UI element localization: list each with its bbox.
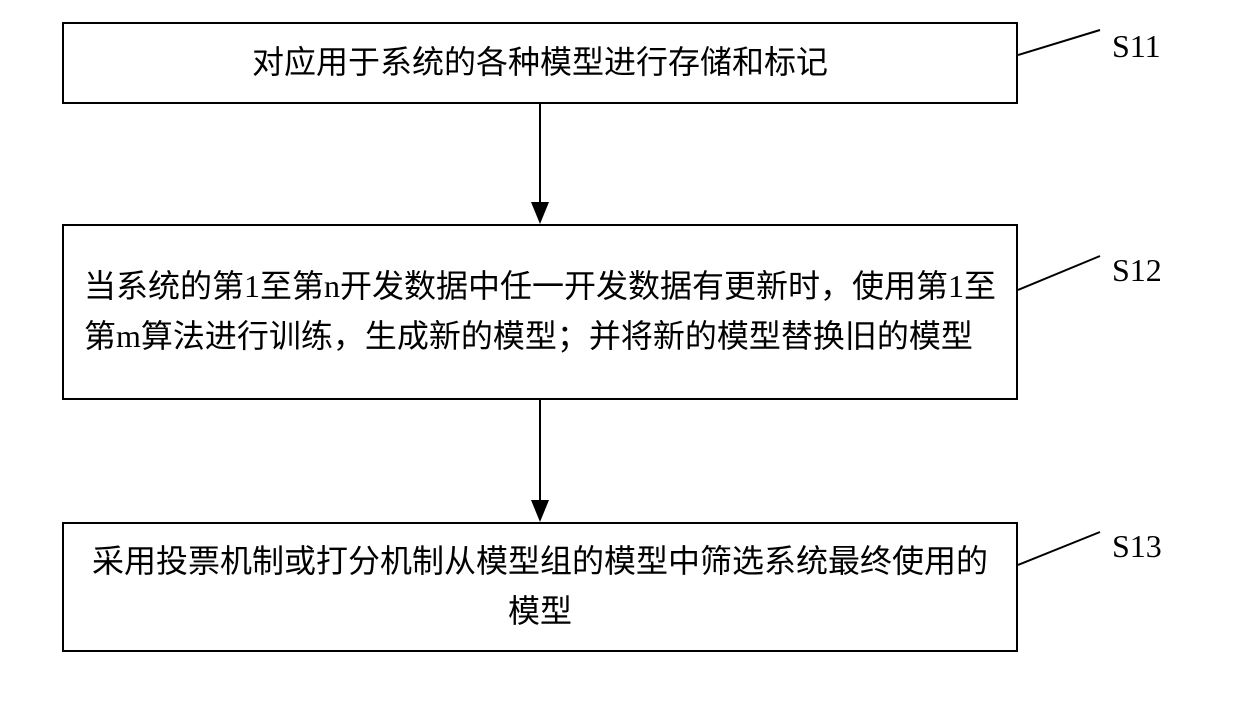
flowchart-canvas: 对应用于系统的各种模型进行存储和标记 S11 当系统的第1至第n开发数据中任一开… (0, 0, 1240, 706)
leader-line-s12 (1018, 250, 1108, 296)
leader-line-s13 (1018, 526, 1108, 572)
flowchart-node-s11: 对应用于系统的各种模型进行存储和标记 (62, 22, 1018, 104)
flowchart-arrow-s12-s13 (520, 400, 560, 522)
flowchart-label-s12: S12 (1112, 252, 1162, 289)
flowchart-node-s12-text: 当系统的第1至第n开发数据中任一开发数据有更新时，使用第1至第m算法进行训练，生… (84, 262, 996, 361)
flowchart-arrow-s11-s12 (520, 104, 560, 224)
leader-line-s11 (1018, 24, 1108, 64)
flowchart-node-s13-text: 采用投票机制或打分机制从模型组的模型中筛选系统最终使用的模型 (84, 537, 996, 636)
flowchart-node-s11-text: 对应用于系统的各种模型进行存储和标记 (252, 38, 828, 88)
flowchart-label-s11: S11 (1112, 28, 1161, 65)
flowchart-node-s13: 采用投票机制或打分机制从模型组的模型中筛选系统最终使用的模型 (62, 522, 1018, 652)
flowchart-label-s13: S13 (1112, 528, 1162, 565)
flowchart-node-s12: 当系统的第1至第n开发数据中任一开发数据有更新时，使用第1至第m算法进行训练，生… (62, 224, 1018, 400)
